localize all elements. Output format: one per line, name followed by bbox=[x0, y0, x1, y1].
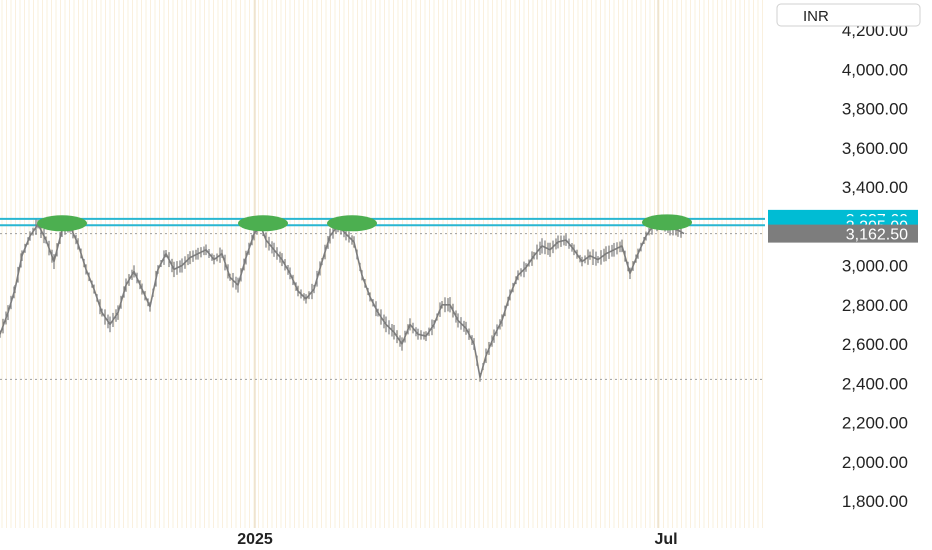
currency-selector[interactable]: INR bbox=[776, 3, 921, 27]
highlight-1 bbox=[238, 215, 288, 232]
currency-box-bg[interactable] bbox=[776, 3, 921, 27]
y-tick-label: 3,800.00 bbox=[842, 100, 908, 119]
highlight-2 bbox=[327, 215, 377, 232]
price-line bbox=[0, 221, 685, 379]
price-badges: 3,237.603,205.003,162.50 bbox=[768, 209, 918, 244]
y-tick-label: 3,000.00 bbox=[842, 257, 908, 276]
y-tick-label: 2,400.00 bbox=[842, 374, 908, 393]
price-badge-2: 3,162.50 bbox=[846, 227, 908, 244]
y-tick-label: 4,000.00 bbox=[842, 60, 908, 79]
y-tick-label: 2,000.00 bbox=[842, 453, 908, 472]
horizontal-levels bbox=[0, 217, 765, 380]
price-badge-bg-2 bbox=[768, 224, 918, 243]
y-tick-label: 3,400.00 bbox=[842, 178, 908, 197]
y-tick-label: 2,200.00 bbox=[842, 414, 908, 433]
y-axis: 4,200.004,000.003,800.003,600.003,400.00… bbox=[842, 21, 908, 511]
currency-label[interactable]: INR bbox=[803, 8, 829, 25]
y-tick-label: 1,800.00 bbox=[842, 492, 908, 511]
y-tick-label: 2,600.00 bbox=[842, 335, 908, 354]
x-tick-label: 2025 bbox=[237, 531, 273, 548]
vertical-grid bbox=[1, 0, 763, 528]
highlight-3 bbox=[642, 214, 692, 231]
x-axis: 2025 Jul bbox=[237, 531, 677, 548]
price-series bbox=[0, 214, 685, 382]
highlight-markers bbox=[37, 214, 692, 232]
y-tick-label: 3,600.00 bbox=[842, 139, 908, 158]
x-tick-label: Jul bbox=[654, 531, 677, 548]
y-tick-label: 2,800.00 bbox=[842, 296, 908, 315]
highlight-0 bbox=[37, 215, 87, 232]
